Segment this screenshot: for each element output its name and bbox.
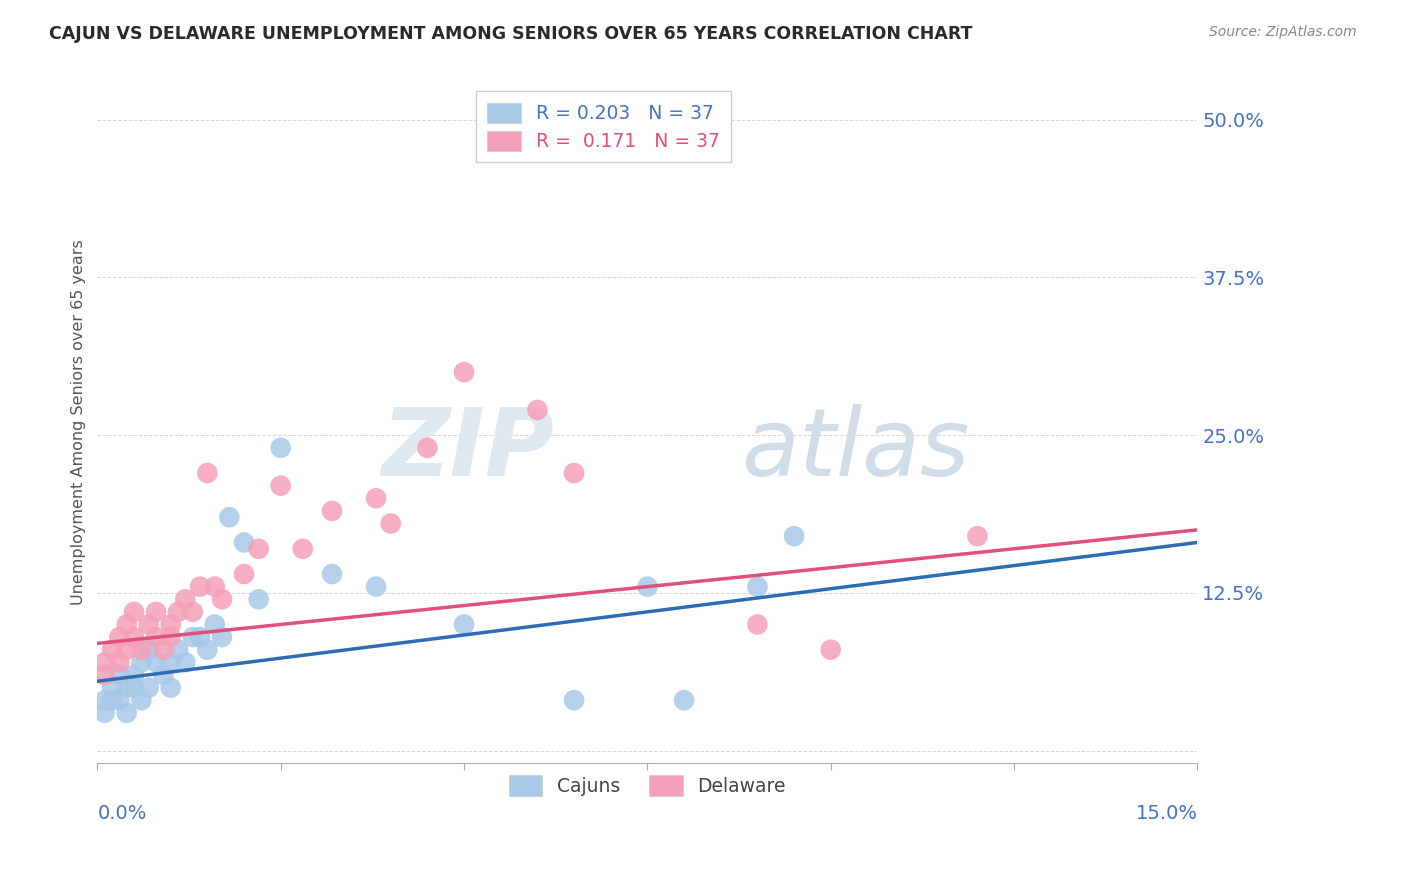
Point: [188, 580, 211, 594]
Point: [152, 668, 174, 682]
Point: [211, 592, 233, 607]
Point: [321, 504, 343, 518]
Point: [122, 681, 145, 695]
Point: [291, 541, 314, 556]
Point: [453, 365, 475, 379]
Point: [167, 605, 190, 619]
Point: [233, 535, 256, 549]
Point: [526, 403, 548, 417]
Point: [101, 642, 124, 657]
Point: [131, 693, 153, 707]
Point: [673, 693, 696, 707]
Point: [195, 642, 218, 657]
Point: [159, 630, 181, 644]
Point: [218, 510, 240, 524]
Point: [159, 681, 181, 695]
Point: [174, 656, 197, 670]
Point: [93, 668, 115, 682]
Text: 0.0%: 0.0%: [97, 805, 146, 823]
Point: [247, 541, 270, 556]
Point: [145, 605, 167, 619]
Point: [101, 681, 124, 695]
Point: [364, 491, 387, 506]
Point: [247, 592, 270, 607]
Point: [145, 630, 167, 644]
Point: [108, 656, 131, 670]
Point: [122, 630, 145, 644]
Point: [108, 668, 131, 682]
Point: [93, 656, 115, 670]
Point: [152, 642, 174, 657]
Point: [138, 617, 160, 632]
Point: [115, 681, 138, 695]
Point: [115, 706, 138, 720]
Point: [270, 441, 292, 455]
Point: [747, 580, 769, 594]
Point: [93, 706, 115, 720]
Point: [181, 605, 204, 619]
Point: [167, 642, 190, 657]
Text: atlas: atlas: [741, 404, 969, 495]
Point: [966, 529, 988, 543]
Point: [174, 592, 197, 607]
Text: ZIP: ZIP: [381, 404, 554, 496]
Point: [145, 656, 167, 670]
Point: [131, 656, 153, 670]
Point: [204, 617, 226, 632]
Point: [783, 529, 806, 543]
Text: Source: ZipAtlas.com: Source: ZipAtlas.com: [1209, 25, 1357, 39]
Legend: Cajuns, Delaware: Cajuns, Delaware: [499, 765, 796, 805]
Y-axis label: Unemployment Among Seniors over 65 years: Unemployment Among Seniors over 65 years: [72, 240, 86, 606]
Point: [181, 630, 204, 644]
Point: [380, 516, 402, 531]
Point: [159, 617, 181, 632]
Point: [233, 566, 256, 581]
Point: [188, 630, 211, 644]
Text: CAJUN VS DELAWARE UNEMPLOYMENT AMONG SENIORS OVER 65 YEARS CORRELATION CHART: CAJUN VS DELAWARE UNEMPLOYMENT AMONG SEN…: [49, 25, 973, 43]
Point: [211, 630, 233, 644]
Point: [562, 693, 585, 707]
Point: [562, 466, 585, 480]
Point: [115, 617, 138, 632]
Point: [159, 656, 181, 670]
Point: [820, 642, 842, 657]
Point: [364, 580, 387, 594]
Point: [270, 478, 292, 492]
Point: [122, 668, 145, 682]
Point: [108, 630, 131, 644]
Point: [122, 605, 145, 619]
Point: [453, 617, 475, 632]
Point: [108, 693, 131, 707]
Point: [636, 580, 658, 594]
Point: [204, 580, 226, 594]
Point: [138, 642, 160, 657]
Point: [131, 642, 153, 657]
Point: [138, 681, 160, 695]
Point: [416, 441, 439, 455]
Point: [115, 642, 138, 657]
Point: [747, 617, 769, 632]
Point: [195, 466, 218, 480]
Point: [93, 693, 115, 707]
Text: 15.0%: 15.0%: [1136, 805, 1198, 823]
Point: [101, 693, 124, 707]
Point: [321, 566, 343, 581]
